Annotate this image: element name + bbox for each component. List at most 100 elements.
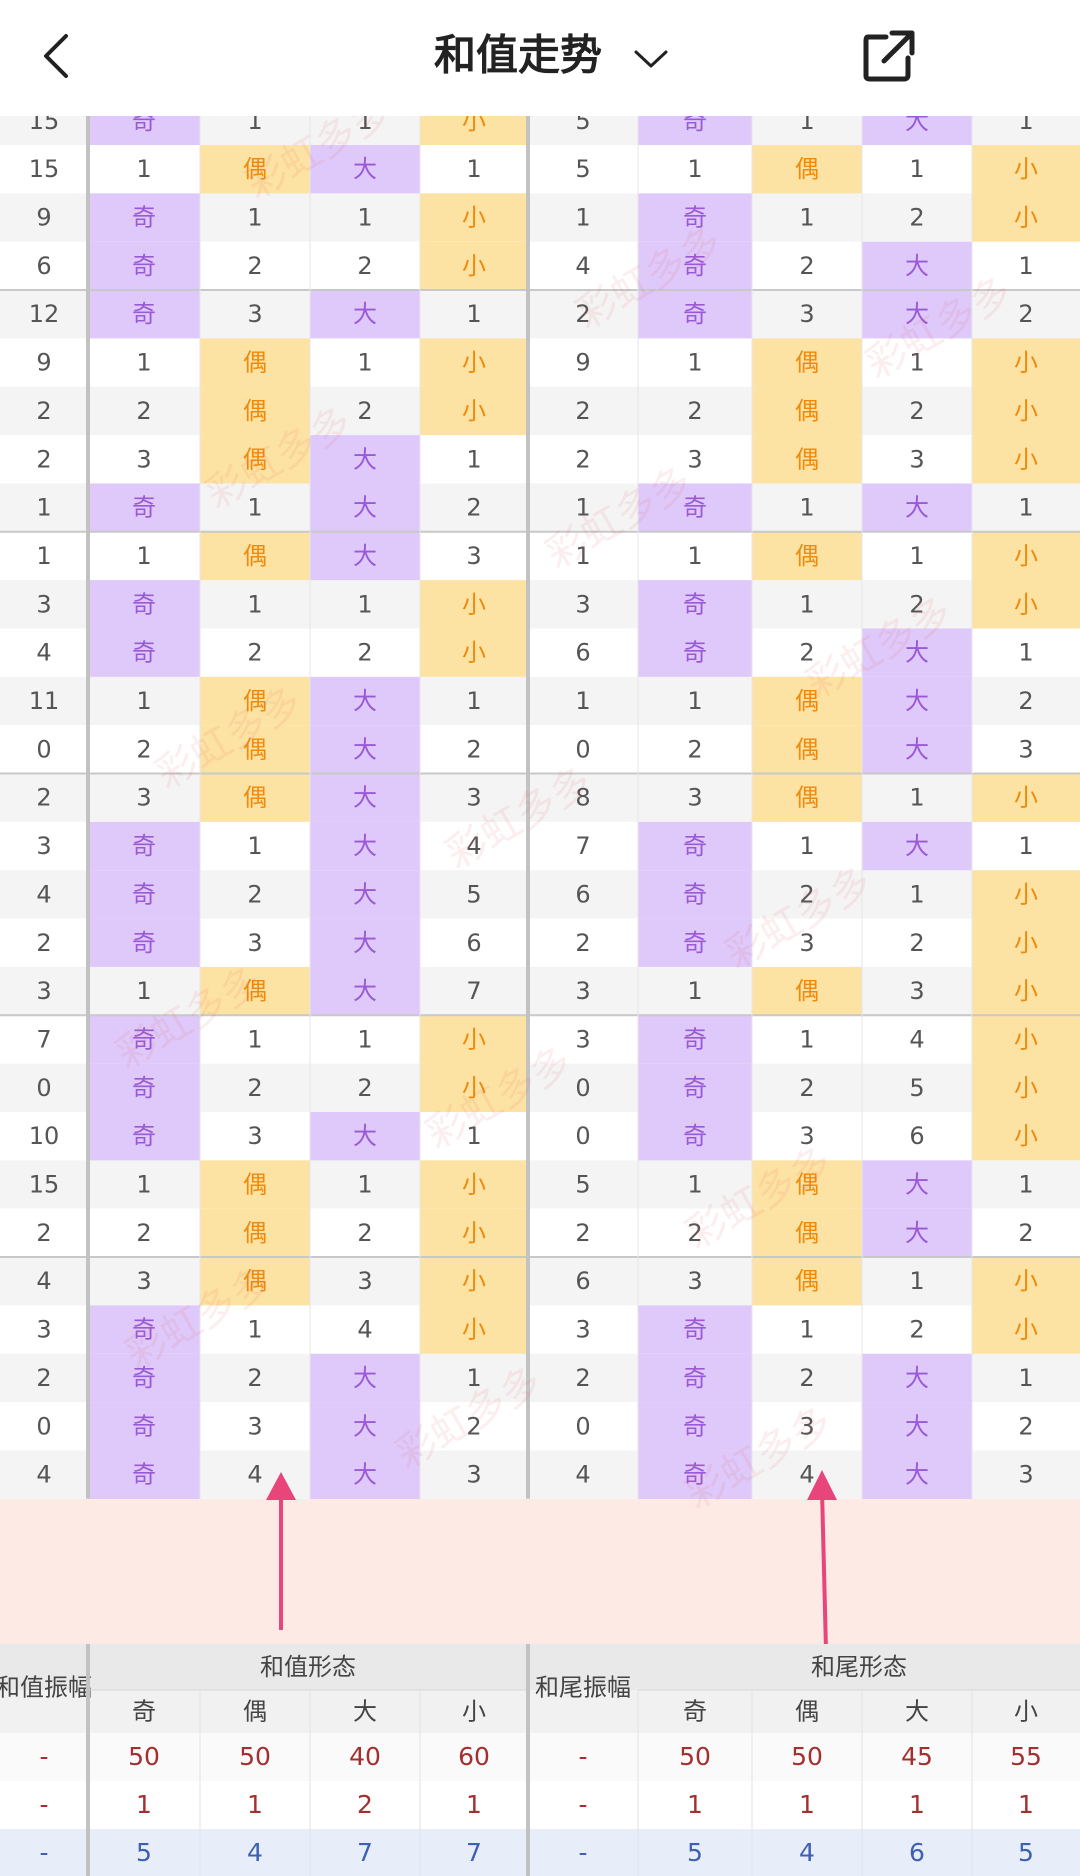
- cell: 0: [575, 1412, 590, 1440]
- cell: 2: [36, 929, 51, 957]
- cell-highlight: [200, 725, 310, 775]
- cell: 2: [247, 252, 262, 280]
- cell: 偶: [795, 397, 819, 425]
- cell: 大: [905, 1364, 929, 1392]
- cell-highlight: [200, 773, 310, 823]
- cell: 2: [909, 204, 924, 232]
- cell: 偶: [795, 1267, 819, 1295]
- cell: 奇: [683, 494, 707, 522]
- cell: 4: [36, 1461, 51, 1489]
- cell: 6: [575, 880, 590, 908]
- page-title[interactable]: 和值走势: [434, 31, 602, 80]
- share-icon-arrow: [881, 30, 915, 64]
- cell: 奇: [683, 639, 707, 667]
- row-bg: [0, 386, 1080, 436]
- cell: 大: [905, 252, 929, 280]
- cell: 大: [353, 735, 377, 763]
- cell: 2: [1018, 1412, 1033, 1440]
- cell: 1: [136, 1171, 151, 1199]
- cell: 1: [466, 155, 481, 183]
- cell: 偶: [795, 1171, 819, 1199]
- cell: 大: [353, 1364, 377, 1392]
- cell: 奇: [683, 1025, 707, 1053]
- cell: 3: [575, 590, 590, 618]
- stat-cell: 1: [799, 1790, 815, 1819]
- cell: 偶: [795, 349, 819, 377]
- cell: 奇: [132, 880, 156, 908]
- cell: 1: [799, 590, 814, 618]
- cell-highlight: [310, 1353, 420, 1403]
- cell: 5: [466, 880, 481, 908]
- cell: 偶: [243, 1171, 267, 1199]
- cell: 大: [353, 155, 377, 183]
- cell: 大: [353, 1461, 377, 1489]
- sub-header: 奇: [683, 1698, 707, 1726]
- cell: 5: [909, 1074, 924, 1102]
- footer-subheader-bg: [0, 1690, 1080, 1733]
- cell-highlight: [752, 338, 862, 388]
- cell-highlight: [638, 193, 752, 243]
- cell-highlight: [200, 338, 310, 388]
- cell: 1: [36, 542, 51, 570]
- cell: 偶: [795, 735, 819, 763]
- cell: 大: [353, 445, 377, 473]
- cell: 3: [466, 1461, 481, 1489]
- cell: 4: [575, 1461, 590, 1489]
- cell-highlight: [310, 966, 420, 1016]
- cell-highlight: [972, 580, 1080, 629]
- cell: 偶: [795, 542, 819, 570]
- cell-highlight: [88, 821, 200, 871]
- cell: 偶: [243, 977, 267, 1005]
- cell: 小: [1014, 1316, 1038, 1344]
- cell: 3: [247, 1122, 262, 1150]
- cell: 2: [357, 1219, 372, 1247]
- cell-highlight: [638, 1353, 752, 1403]
- cell: 6: [575, 1267, 590, 1295]
- cell: 1: [247, 590, 262, 618]
- back-button[interactable]: [44, 34, 68, 78]
- cell-highlight: [862, 241, 972, 291]
- cell: 3: [466, 542, 481, 570]
- cell: 奇: [683, 929, 707, 957]
- cell: 3: [799, 929, 814, 957]
- cell: 3: [36, 977, 51, 1005]
- cell-highlight: [420, 1160, 528, 1210]
- cell: 1: [687, 687, 702, 715]
- share-button[interactable]: [863, 30, 915, 82]
- cell: 奇: [132, 1122, 156, 1150]
- cell: 小: [1014, 349, 1038, 377]
- cell: 2: [687, 1219, 702, 1247]
- cell: 9: [36, 349, 51, 377]
- cell: 大: [905, 832, 929, 860]
- stat-cell: 6: [909, 1838, 925, 1867]
- cell: 2: [575, 445, 590, 473]
- cell: 3: [799, 300, 814, 328]
- cell: 1: [36, 494, 51, 522]
- cell-highlight: [310, 725, 420, 775]
- stat-cell: 1: [687, 1790, 703, 1819]
- stat-cell: 40: [349, 1742, 381, 1771]
- cell: 小: [462, 639, 486, 667]
- cell: 2: [575, 929, 590, 957]
- stat-cell: -: [39, 1838, 48, 1867]
- cell: 大: [353, 687, 377, 715]
- cell: 小: [1014, 204, 1038, 232]
- cell: 小: [462, 1219, 486, 1247]
- cell-highlight: [752, 386, 862, 436]
- cell: 3: [247, 300, 262, 328]
- cell: 大: [905, 300, 929, 328]
- cell-highlight: [752, 435, 862, 484]
- share-icon-box: [863, 34, 911, 82]
- cell: 1: [687, 155, 702, 183]
- cell: 3: [36, 832, 51, 860]
- cell: 1: [799, 1316, 814, 1344]
- column-group-header: 和尾振幅: [535, 1674, 631, 1702]
- cell-highlight: [972, 773, 1080, 823]
- cell-highlight: [310, 1112, 420, 1161]
- cell: 1: [1018, 494, 1033, 522]
- stat-cell: -: [39, 1790, 48, 1819]
- cell: 4: [36, 880, 51, 908]
- cell: 偶: [243, 542, 267, 570]
- cell-highlight: [752, 773, 862, 823]
- title-dropdown[interactable]: [634, 50, 668, 68]
